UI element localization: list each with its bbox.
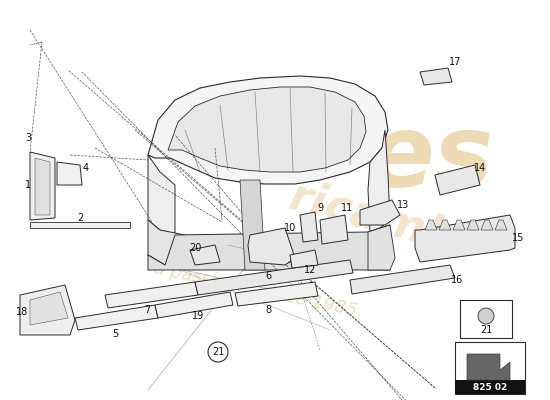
Text: 11: 11 bbox=[341, 203, 353, 213]
Polygon shape bbox=[235, 282, 318, 306]
Text: ricambi: ricambi bbox=[284, 175, 476, 265]
Polygon shape bbox=[360, 200, 400, 225]
Polygon shape bbox=[30, 222, 130, 228]
Polygon shape bbox=[75, 305, 158, 330]
Text: 21: 21 bbox=[212, 347, 224, 357]
Polygon shape bbox=[195, 260, 353, 295]
Polygon shape bbox=[168, 87, 366, 172]
Text: 13: 13 bbox=[397, 200, 409, 210]
Text: 7: 7 bbox=[144, 305, 150, 315]
Bar bbox=[455, 380, 525, 394]
Text: 12: 12 bbox=[304, 265, 316, 275]
Text: 3: 3 bbox=[25, 133, 31, 143]
Polygon shape bbox=[435, 165, 480, 195]
Polygon shape bbox=[148, 225, 390, 270]
Text: 4: 4 bbox=[83, 163, 89, 173]
Text: 14: 14 bbox=[474, 163, 486, 173]
Polygon shape bbox=[57, 162, 82, 185]
Polygon shape bbox=[481, 220, 493, 230]
Polygon shape bbox=[148, 76, 388, 184]
Polygon shape bbox=[30, 152, 55, 220]
Bar bbox=[455, 342, 525, 394]
Polygon shape bbox=[495, 220, 507, 230]
Polygon shape bbox=[155, 292, 233, 318]
Text: 21: 21 bbox=[480, 325, 492, 335]
Polygon shape bbox=[290, 250, 318, 268]
Text: 17: 17 bbox=[449, 57, 461, 67]
Text: 2: 2 bbox=[77, 213, 83, 223]
Text: 825 02: 825 02 bbox=[473, 382, 507, 392]
Polygon shape bbox=[35, 158, 50, 215]
Polygon shape bbox=[148, 155, 175, 235]
Polygon shape bbox=[350, 265, 455, 294]
Text: 6: 6 bbox=[265, 271, 271, 281]
Polygon shape bbox=[105, 282, 198, 308]
Text: 20: 20 bbox=[189, 243, 201, 253]
Text: a passion… since 1985: a passion… since 1985 bbox=[152, 260, 359, 320]
Text: es: es bbox=[366, 112, 494, 208]
Polygon shape bbox=[453, 220, 465, 230]
Polygon shape bbox=[30, 292, 68, 325]
Text: 5: 5 bbox=[112, 329, 118, 339]
Text: 16: 16 bbox=[451, 275, 463, 285]
Polygon shape bbox=[368, 130, 390, 232]
Polygon shape bbox=[467, 220, 479, 230]
Text: 18: 18 bbox=[16, 307, 28, 317]
Polygon shape bbox=[240, 180, 265, 270]
Polygon shape bbox=[320, 215, 348, 244]
Polygon shape bbox=[148, 220, 185, 265]
Text: 1: 1 bbox=[25, 180, 31, 190]
Polygon shape bbox=[248, 228, 295, 265]
Text: 15: 15 bbox=[512, 233, 524, 243]
Polygon shape bbox=[20, 285, 75, 335]
Circle shape bbox=[478, 308, 494, 324]
Text: 9: 9 bbox=[317, 203, 323, 213]
Text: 10: 10 bbox=[284, 223, 296, 233]
Polygon shape bbox=[420, 68, 452, 85]
Polygon shape bbox=[425, 220, 437, 230]
Polygon shape bbox=[190, 245, 220, 265]
Bar bbox=[460, 300, 512, 338]
Polygon shape bbox=[439, 220, 451, 230]
Text: 8: 8 bbox=[265, 305, 271, 315]
Text: 19: 19 bbox=[192, 311, 204, 321]
Polygon shape bbox=[368, 225, 395, 270]
Polygon shape bbox=[415, 215, 515, 262]
Polygon shape bbox=[467, 354, 510, 380]
Polygon shape bbox=[300, 212, 318, 242]
